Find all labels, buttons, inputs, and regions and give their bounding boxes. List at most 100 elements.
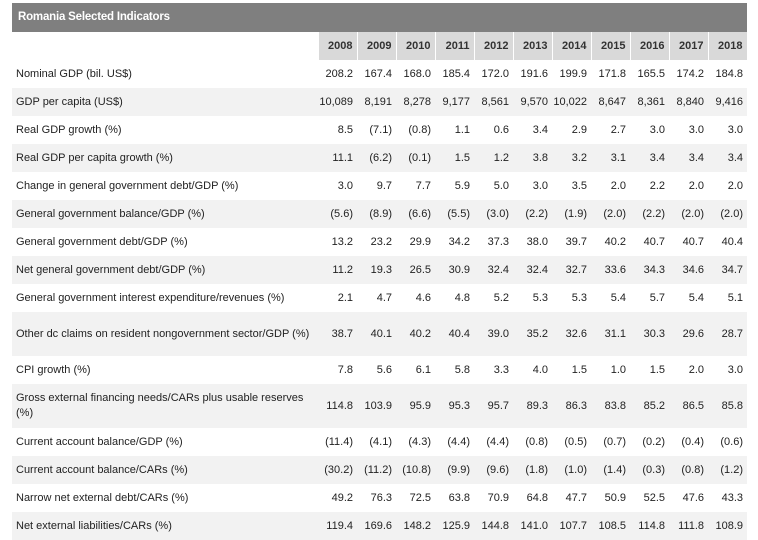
value-cell: 5.2 — [493, 292, 509, 304]
value-cell: 3.3 — [493, 364, 509, 376]
value-cell: 185.4 — [442, 68, 470, 80]
row-label: Other dc claims on resident nongovernmen… — [12, 312, 318, 356]
value-cell: (0.8) — [525, 436, 548, 448]
value-cell: 40.4 — [721, 236, 743, 248]
value-cell: 34.6 — [669, 256, 708, 284]
value-cell: 70.9 — [487, 492, 509, 504]
value-cell: 76.3 — [370, 492, 392, 504]
value-cell: 9,416 — [708, 88, 747, 116]
value-cell: 49.2 — [331, 492, 353, 504]
value-cell: 8,278 — [396, 88, 435, 116]
table-title: Romania Selected Indicators — [12, 3, 747, 32]
value-cell: (0.8) — [669, 456, 708, 484]
value-cell: 33.6 — [591, 256, 630, 284]
value-cell: 30.3 — [630, 312, 669, 356]
value-cell: (3.0) — [474, 200, 513, 228]
value-cell: 9,570 — [513, 88, 552, 116]
value-cell: (7.1) — [369, 124, 392, 136]
table-row: General government debt/GDP (%) 13.2 23.2 2… — [12, 228, 747, 256]
value-cell: 40.1 — [357, 312, 396, 356]
value-cell: 2.1 — [337, 292, 353, 304]
value-cell: 40.4 — [435, 312, 474, 356]
year-header: 2017 — [669, 32, 709, 60]
table-row: Narrow net external debt/CARs (%) 49.2 76.… — [12, 484, 747, 512]
value-cell: 4.0 — [532, 364, 548, 376]
value-cell: (0.5) — [564, 436, 587, 448]
value-cell: (9.9) — [435, 456, 474, 484]
value-cell: (0.4) — [681, 436, 704, 448]
value-cell: 5.6 — [376, 364, 392, 376]
row-label: Real GDP per capita growth (%) — [12, 144, 318, 172]
year-header: 2011 — [435, 32, 475, 60]
value-cell: 141.0 — [513, 512, 552, 540]
year-header: 2014 — [552, 32, 592, 60]
value-cell: 5.8 — [454, 364, 470, 376]
value-cell: 11.1 — [318, 144, 357, 172]
value-cell: 39.7 — [565, 236, 587, 248]
value-cell: 19.3 — [357, 256, 396, 284]
value-cell: (1.0) — [552, 456, 591, 484]
value-cell: 1.0 — [610, 364, 626, 376]
value-cell: 5.3 — [571, 292, 587, 304]
value-cell: 8,361 — [630, 88, 669, 116]
value-cell: 38.0 — [526, 236, 548, 248]
table-body: Nominal GDP (bil. US$) 208.2 167.4 168.0 185… — [12, 60, 747, 540]
value-cell: 83.8 — [591, 384, 630, 428]
value-cell: 3.4 — [630, 144, 669, 172]
value-cell: (1.9) — [552, 200, 591, 228]
value-cell: 47.7 — [565, 492, 587, 504]
value-cell: (1.4) — [591, 456, 630, 484]
value-cell: 5.7 — [649, 292, 665, 304]
table-row: Gross external financing needs/CARs plus… — [12, 384, 747, 428]
year-header: 2009 — [357, 32, 397, 60]
value-cell: 38.7 — [318, 312, 357, 356]
value-cell: 108.9 — [708, 512, 747, 540]
value-cell: 29.6 — [669, 312, 708, 356]
value-cell: (5.6) — [318, 200, 357, 228]
value-cell: 72.5 — [409, 492, 431, 504]
value-cell: 3.4 — [669, 144, 708, 172]
year-header: 2010 — [396, 32, 436, 60]
value-cell: 32.4 — [474, 256, 513, 284]
header-label-cell — [12, 32, 319, 60]
year-header: 2012 — [474, 32, 514, 60]
value-cell: 8,647 — [591, 88, 630, 116]
table-row: Net external liabilities/CARs (%) 119.4 16… — [12, 512, 747, 540]
value-cell: 119.4 — [318, 512, 357, 540]
row-label: General government interest expenditure/… — [16, 291, 285, 304]
value-cell: (0.2) — [642, 436, 665, 448]
value-cell: 2.9 — [571, 124, 587, 136]
table-row: GDP per capita (US$) 10,089 8,191 8,278 9,17… — [12, 88, 747, 116]
value-cell: 9.7 — [376, 180, 392, 192]
value-cell: 114.8 — [630, 512, 669, 540]
row-label: Real GDP growth (%) — [16, 123, 122, 136]
value-cell: (2.2) — [513, 200, 552, 228]
value-cell: 50.9 — [604, 492, 626, 504]
value-cell: 191.6 — [520, 68, 548, 80]
value-cell: 3.4 — [708, 144, 747, 172]
year-header: 2013 — [513, 32, 553, 60]
value-cell: (5.5) — [435, 200, 474, 228]
value-cell: 40.2 — [396, 312, 435, 356]
value-cell: 3.2 — [552, 144, 591, 172]
value-cell: 2.0 — [610, 180, 626, 192]
value-cell: 1.5 — [571, 364, 587, 376]
value-cell: 2.2 — [649, 180, 665, 192]
value-cell: (4.4) — [486, 436, 509, 448]
value-cell: 168.0 — [403, 68, 431, 80]
value-cell: 63.8 — [448, 492, 470, 504]
year-header: 2015 — [591, 32, 631, 60]
table-row: Current account balance/CARs (%) (30.2) (1… — [12, 456, 747, 484]
value-cell: 3.5 — [571, 180, 587, 192]
table-row: Change in general government debt/GDP (%… — [12, 172, 747, 200]
value-cell: 4.7 — [376, 292, 392, 304]
value-cell: 95.9 — [396, 384, 435, 428]
value-cell: 7.8 — [337, 364, 353, 376]
value-cell: 40.7 — [682, 236, 704, 248]
row-label: Gross external financing needs/CARs plus… — [12, 384, 318, 428]
value-cell: 43.3 — [721, 492, 743, 504]
year-header: 2008 — [318, 32, 358, 60]
value-cell: 40.2 — [604, 236, 626, 248]
table-row: Real GDP growth (%) 8.5 (7.1) (0.8) 1.1 0.6 3.… — [12, 116, 747, 144]
table-row: General government interest expenditure/… — [12, 284, 747, 312]
